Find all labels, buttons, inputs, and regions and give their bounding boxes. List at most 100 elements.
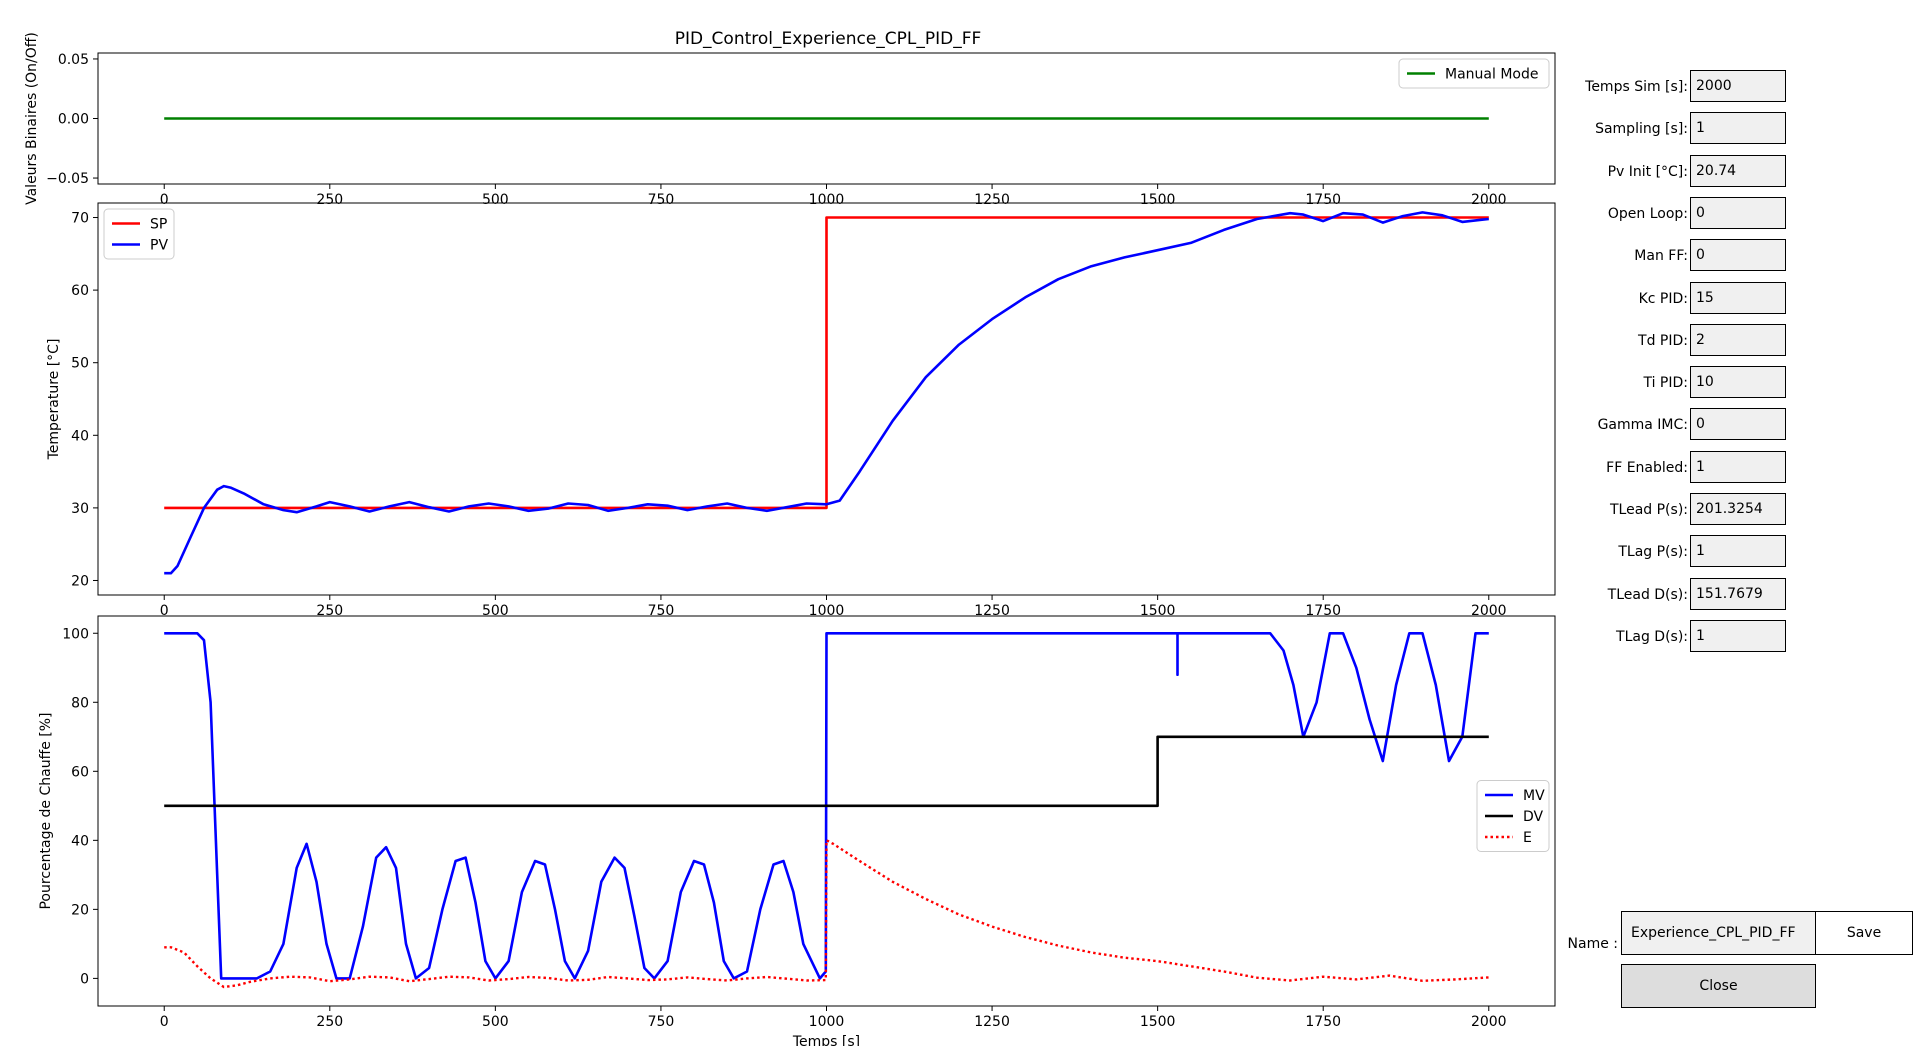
series-line-e: [164, 839, 1489, 989]
x-tick-label: 1250: [974, 1014, 1010, 1030]
experiment-name-input[interactable]: [1621, 911, 1816, 955]
x-tick-label: 250: [316, 603, 343, 619]
y-tick-label: −0.05: [46, 171, 89, 187]
param-label: Temps Sim [s]:: [1585, 79, 1688, 95]
param-label: Man FF:: [1634, 248, 1688, 265]
legend-box: [103, 208, 175, 260]
y-axis-label: Pourcentage de Chauffe [%]: [38, 712, 54, 909]
param-input[interactable]: [1690, 408, 1786, 441]
x-tick-label: 750: [648, 192, 675, 208]
param-label: Td PID:: [1638, 332, 1688, 349]
save-button[interactable]: Save: [1815, 911, 1913, 955]
temperature-axes: 0 250 500 750 1000 1250 1500 1750 2000 20 30 40 50 60…: [46, 202, 1556, 619]
y-tick-label: 60: [71, 764, 89, 780]
series-line-mv: [164, 631, 1489, 980]
legend: SP PV: [103, 208, 175, 260]
param-input[interactable]: [1690, 196, 1786, 229]
param-row: Kc PID:: [1560, 281, 1920, 316]
param-input[interactable]: [1690, 239, 1786, 272]
param-input[interactable]: [1690, 154, 1786, 187]
y-axis-label: Temperature [°C]: [46, 339, 62, 461]
legend-label: E: [1523, 830, 1532, 846]
y-tick-label: 30: [71, 501, 89, 517]
manual-mode-axes: 0 250 500 750 1000 1250 1500 1750 2000 −0.05 0.00 0…: [24, 32, 1556, 208]
param-label: TLead P(s):: [1609, 502, 1688, 518]
y-tick-label: 70: [71, 211, 89, 227]
param-input[interactable]: [1690, 450, 1786, 483]
x-tick-label: 2000: [1471, 192, 1507, 208]
y-tick-label: 60: [71, 283, 89, 299]
param-input[interactable]: [1690, 281, 1786, 314]
x-tick-label: 1000: [809, 603, 845, 619]
y-tick-label: 0.05: [58, 52, 89, 68]
param-input[interactable]: [1690, 619, 1786, 652]
series-line-sp: [164, 216, 1489, 510]
x-tick-label: 500: [482, 603, 509, 619]
heating-percentage-axes: 0 250 500 750 1000 1250 1500 1750 2000 0 20 40 60 80 1…: [38, 615, 1556, 1046]
y-tick-label: 100: [62, 626, 89, 642]
param-row: TLead P(s):: [1560, 493, 1920, 527]
param-row: Ti PID:: [1560, 366, 1920, 400]
x-tick-label: 1500: [1140, 1014, 1176, 1030]
close-button[interactable]: Close: [1621, 964, 1816, 1008]
param-input[interactable]: [1690, 70, 1786, 102]
param-label: TLead D(s):: [1607, 586, 1688, 603]
x-tick-label: 1250: [974, 603, 1010, 619]
param-label: TLag P(s):: [1618, 544, 1688, 561]
y-tick-label: 0.00: [58, 112, 89, 128]
y-tick-label: 40: [71, 428, 89, 444]
y-tick-label: 40: [71, 833, 89, 849]
legend-box: [1398, 58, 1550, 89]
x-tick-label: 500: [482, 192, 509, 208]
series-line-pv: [164, 211, 1489, 575]
legend-label: SP: [150, 217, 167, 233]
x-tick-label: 1250: [974, 192, 1010, 208]
x-tick-label: 2000: [1471, 603, 1507, 619]
x-tick-label: 250: [316, 1014, 343, 1030]
param-row: Sampling [s]:: [1560, 112, 1920, 146]
param-row: Pv Init [°C]:: [1560, 154, 1920, 189]
param-label: Pv Init [°C]:: [1607, 163, 1688, 180]
param-row: Gamma IMC:: [1560, 408, 1920, 442]
x-tick-label: 750: [648, 603, 675, 619]
param-row: TLag D(s):: [1560, 619, 1920, 654]
figure-title: PID_Control_Experience_CPL_PID_FF: [675, 29, 982, 49]
param-input[interactable]: [1690, 366, 1786, 399]
param-input[interactable]: [1690, 535, 1786, 568]
param-row: Temps Sim [s]:: [1560, 70, 1920, 104]
x-tick-label: 0: [160, 192, 169, 208]
param-label: Sampling [s]:: [1595, 121, 1688, 138]
x-tick-label: 750: [648, 1014, 675, 1030]
param-input[interactable]: [1690, 577, 1786, 610]
param-input[interactable]: [1690, 323, 1786, 356]
legend: Manual Mode: [1398, 58, 1550, 89]
y-tick-label: 20: [71, 573, 89, 589]
x-tick-label: 500: [482, 1014, 509, 1030]
x-tick-label: 0: [160, 603, 169, 619]
param-label: Gamma IMC:: [1597, 417, 1688, 434]
x-tick-label: 1500: [1140, 603, 1176, 619]
param-label: FF Enabled:: [1606, 459, 1688, 476]
param-label: TLag D(s):: [1616, 628, 1688, 645]
x-tick-label: 1500: [1140, 192, 1176, 208]
param-label: Ti PID:: [1643, 375, 1688, 392]
y-tick-label: 50: [71, 356, 89, 372]
x-tick-label: 1000: [809, 1014, 845, 1030]
y-axis-label: Valeurs Binaires (On/Off): [24, 32, 40, 205]
param-row: TLag P(s):: [1560, 535, 1920, 569]
param-label: Kc PID:: [1638, 290, 1688, 307]
figure-canvas: PID_Control_Experience_CPL_PID_FF 0 250 50…: [24, 29, 1556, 1046]
legend: MV DV E: [1476, 780, 1550, 852]
x-tick-label: 2000: [1471, 1014, 1507, 1030]
legend-label: PV: [150, 238, 168, 254]
param-input[interactable]: [1690, 112, 1786, 145]
legend-label: Manual Mode: [1445, 67, 1538, 83]
x-tick-label: 1000: [809, 192, 845, 208]
legend-label: MV: [1523, 788, 1545, 804]
y-tick-label: 80: [71, 695, 89, 711]
param-label: Open Loop:: [1607, 205, 1688, 222]
x-axis-label: Temps [s]: [792, 1034, 860, 1046]
param-row: FF Enabled:: [1560, 450, 1920, 485]
param-input[interactable]: [1690, 493, 1786, 525]
param-row: Td PID:: [1560, 323, 1920, 358]
